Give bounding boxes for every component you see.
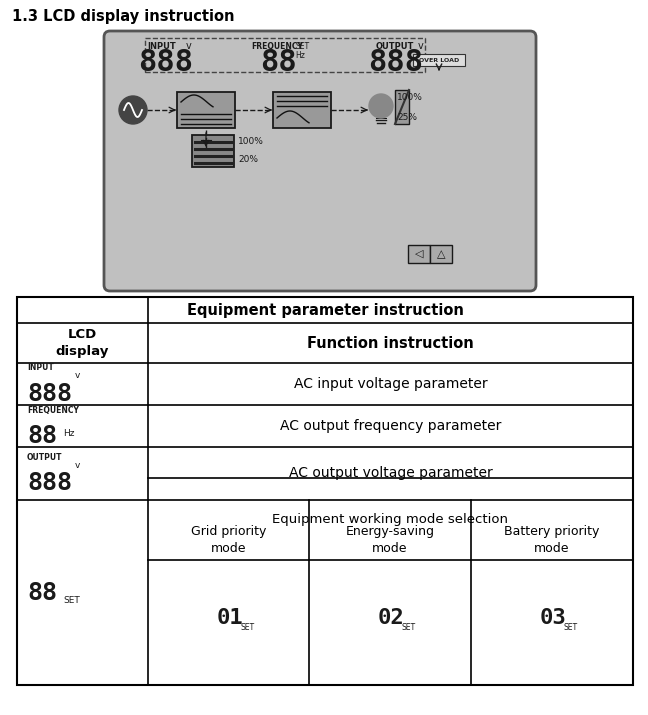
- Text: 02: 02: [378, 608, 405, 628]
- Text: v: v: [418, 41, 424, 51]
- Text: OUTPUT: OUTPUT: [376, 42, 414, 51]
- Text: INPUT: INPUT: [148, 42, 176, 51]
- Text: Energy-saving
mode: Energy-saving mode: [345, 525, 435, 555]
- Text: SET: SET: [402, 623, 416, 632]
- Text: AC output voltage parameter: AC output voltage parameter: [288, 466, 492, 480]
- Text: AC output frequency parameter: AC output frequency parameter: [280, 419, 501, 433]
- Text: Function instruction: Function instruction: [307, 335, 474, 350]
- Text: 1.3 LCD display instruction: 1.3 LCD display instruction: [12, 9, 235, 24]
- Text: v: v: [75, 372, 80, 380]
- Text: Hz: Hz: [63, 430, 75, 438]
- Text: FREQUENCY: FREQUENCY: [27, 405, 79, 415]
- Circle shape: [369, 94, 393, 118]
- Text: 25%: 25%: [397, 114, 417, 122]
- Circle shape: [119, 96, 147, 124]
- Bar: [273, 92, 331, 128]
- Text: OVER LOAD: OVER LOAD: [419, 57, 459, 62]
- Text: SET: SET: [295, 42, 309, 51]
- Text: v: v: [186, 41, 192, 51]
- Text: LCD
display: LCD display: [56, 328, 109, 358]
- Text: 88: 88: [260, 48, 297, 77]
- Text: 01: 01: [216, 608, 243, 628]
- Text: Hz: Hz: [295, 51, 305, 60]
- Bar: [145, 38, 425, 72]
- Text: 888: 888: [27, 382, 72, 406]
- Text: 888: 888: [368, 48, 423, 77]
- Text: 20%: 20%: [238, 154, 258, 164]
- Text: SET: SET: [63, 596, 80, 605]
- Text: 100%: 100%: [238, 137, 264, 145]
- Text: AC input voltage parameter: AC input voltage parameter: [294, 377, 487, 391]
- Bar: [413, 54, 465, 66]
- Text: 88: 88: [27, 424, 57, 448]
- Text: v: v: [75, 461, 80, 470]
- Text: INPUT: INPUT: [27, 363, 54, 373]
- Text: Grid priority
mode: Grid priority mode: [191, 525, 266, 555]
- Bar: [395, 90, 409, 124]
- Text: 100%: 100%: [397, 94, 423, 102]
- Text: Battery priority
mode: Battery priority mode: [504, 525, 599, 555]
- Text: Equipment working mode selection: Equipment working mode selection: [273, 513, 509, 526]
- Text: △: △: [437, 249, 445, 259]
- Bar: [177, 92, 235, 128]
- Text: SET: SET: [240, 623, 255, 632]
- Text: Equipment parameter instruction: Equipment parameter instruction: [187, 302, 463, 317]
- Bar: [17, 297, 633, 685]
- Text: 888: 888: [138, 48, 193, 77]
- Bar: [430, 245, 452, 263]
- Text: 888: 888: [27, 471, 72, 495]
- Bar: [192, 135, 234, 167]
- Text: 88: 88: [27, 581, 57, 604]
- FancyBboxPatch shape: [104, 31, 536, 291]
- Text: OUTPUT: OUTPUT: [27, 453, 62, 462]
- Text: ◁: ◁: [415, 249, 423, 259]
- Text: SET: SET: [564, 623, 578, 632]
- Bar: [408, 245, 430, 263]
- Text: 03: 03: [540, 608, 567, 628]
- Text: FREQUENCY: FREQUENCY: [251, 42, 303, 51]
